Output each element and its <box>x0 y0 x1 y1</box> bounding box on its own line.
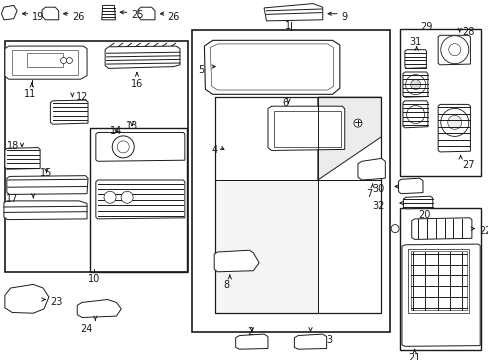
Polygon shape <box>50 100 88 124</box>
Polygon shape <box>42 7 59 20</box>
Polygon shape <box>5 46 87 79</box>
Circle shape <box>410 80 420 90</box>
Text: 1: 1 <box>284 21 290 31</box>
Circle shape <box>353 119 361 127</box>
Text: 22: 22 <box>478 226 488 236</box>
Circle shape <box>61 58 66 63</box>
Text: 29: 29 <box>420 22 432 32</box>
Text: 14: 14 <box>110 126 122 136</box>
Text: 26: 26 <box>72 12 84 22</box>
Text: 30: 30 <box>372 184 384 194</box>
Polygon shape <box>401 244 479 346</box>
Polygon shape <box>5 148 40 169</box>
Circle shape <box>447 116 461 129</box>
Bar <box>273 111 341 147</box>
Polygon shape <box>398 178 422 194</box>
Bar <box>407 249 468 313</box>
Text: 10: 10 <box>88 274 100 284</box>
Bar <box>27 53 62 67</box>
Polygon shape <box>357 158 385 180</box>
Bar <box>192 30 389 332</box>
Text: 4: 4 <box>211 145 217 155</box>
Polygon shape <box>402 101 427 128</box>
Polygon shape <box>215 180 317 313</box>
Polygon shape <box>294 334 326 349</box>
Polygon shape <box>403 196 432 209</box>
Polygon shape <box>235 334 267 349</box>
Circle shape <box>448 44 460 56</box>
Text: 20: 20 <box>417 210 429 220</box>
Circle shape <box>121 191 133 203</box>
Polygon shape <box>402 72 427 97</box>
Text: 6: 6 <box>282 98 288 108</box>
Bar <box>5 41 188 272</box>
Circle shape <box>104 191 116 203</box>
Polygon shape <box>215 97 381 180</box>
Text: 17: 17 <box>6 194 18 204</box>
Circle shape <box>440 108 468 136</box>
Polygon shape <box>264 4 322 21</box>
Bar <box>399 29 480 176</box>
Text: 26: 26 <box>167 12 180 22</box>
Polygon shape <box>102 5 115 20</box>
Polygon shape <box>215 97 381 313</box>
Text: 21: 21 <box>407 353 419 360</box>
Polygon shape <box>5 284 49 313</box>
Circle shape <box>390 225 398 233</box>
Polygon shape <box>437 104 469 152</box>
Text: 19: 19 <box>32 12 44 22</box>
Polygon shape <box>411 218 471 239</box>
Text: 15: 15 <box>40 168 52 179</box>
Polygon shape <box>96 132 184 161</box>
Polygon shape <box>317 97 381 180</box>
Polygon shape <box>138 7 155 20</box>
Text: 32: 32 <box>372 201 384 211</box>
Polygon shape <box>77 300 121 318</box>
Circle shape <box>112 136 134 158</box>
Bar <box>90 128 186 272</box>
Polygon shape <box>437 35 469 65</box>
Text: 8: 8 <box>223 280 229 290</box>
Text: 12: 12 <box>76 92 88 102</box>
Circle shape <box>117 141 129 153</box>
Text: 31: 31 <box>409 37 421 47</box>
Text: 27: 27 <box>461 160 474 170</box>
Text: 18: 18 <box>7 141 20 151</box>
Polygon shape <box>1 5 17 20</box>
Text: 2: 2 <box>246 327 253 337</box>
Circle shape <box>406 105 424 123</box>
Polygon shape <box>4 201 87 220</box>
Text: 28: 28 <box>461 27 473 37</box>
Bar <box>410 251 466 310</box>
Circle shape <box>405 75 425 95</box>
Text: 9: 9 <box>341 12 347 22</box>
Polygon shape <box>7 176 88 194</box>
Polygon shape <box>96 180 184 219</box>
Text: 24: 24 <box>81 324 93 334</box>
Text: 23: 23 <box>50 297 62 307</box>
Bar <box>12 50 78 75</box>
Polygon shape <box>105 46 180 68</box>
Text: 7: 7 <box>365 189 371 199</box>
Circle shape <box>66 58 72 63</box>
Text: 5: 5 <box>198 65 204 75</box>
Polygon shape <box>214 250 259 272</box>
Text: 13: 13 <box>126 121 138 131</box>
Text: 16: 16 <box>131 79 143 89</box>
Bar <box>399 208 480 350</box>
Text: 3: 3 <box>326 335 332 345</box>
Text: 25: 25 <box>131 10 143 20</box>
Polygon shape <box>204 40 339 94</box>
Text: 11: 11 <box>24 89 37 99</box>
Polygon shape <box>404 50 426 68</box>
Polygon shape <box>267 106 344 150</box>
Circle shape <box>440 36 468 64</box>
